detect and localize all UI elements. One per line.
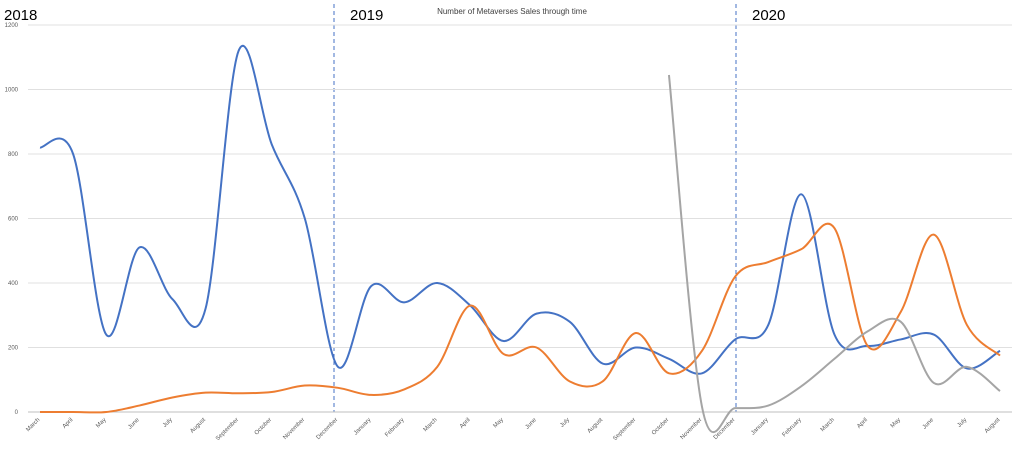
y-tick-label: 1000 [5, 88, 19, 94]
y-tick-label: 1200 [5, 23, 19, 29]
x-tick-label: July [559, 417, 571, 429]
x-tick-label: February [782, 417, 803, 438]
x-tick-label: October [254, 417, 273, 436]
y-tick-label: 800 [8, 152, 19, 158]
x-tick-label: December [316, 417, 340, 441]
x-tick-label: November [282, 417, 306, 441]
x-tick-label: September [612, 417, 637, 442]
x-tick-label: October [651, 417, 670, 436]
y-tick-label: 400 [8, 281, 19, 287]
y-tick-label: 0 [15, 410, 19, 416]
series-line [667, 74, 1001, 434]
series-line [39, 45, 1001, 375]
x-tick-label: March [820, 417, 836, 433]
x-tick-label: July [957, 417, 969, 429]
x-tick-label: January [353, 417, 372, 436]
x-tick-label: August [587, 417, 605, 435]
x-tick-label: August [189, 417, 207, 435]
x-tick-label: June [922, 417, 936, 431]
x-tick-label: August [984, 417, 1002, 435]
x-tick-label: July [162, 417, 174, 429]
x-tick-label: April [62, 417, 75, 430]
x-tick-label: September [215, 417, 240, 442]
x-tick-label: November [680, 417, 704, 441]
x-tick-label: April [459, 417, 472, 430]
year-label: 2019 [350, 7, 383, 24]
x-tick-label: March [25, 417, 41, 433]
x-tick-label: January [750, 417, 769, 436]
x-tick-label: June [127, 417, 141, 431]
x-tick-label: April [856, 417, 869, 430]
year-label: 2018 [4, 7, 37, 24]
series-line [40, 222, 1001, 414]
chart-title: Number of Metaverses Sales through time [437, 7, 587, 16]
x-tick-label: June [525, 417, 539, 431]
y-tick-label: 600 [8, 217, 19, 223]
y-tick-label: 200 [8, 346, 19, 352]
x-tick-label: March [423, 417, 439, 433]
x-tick-label: May [95, 417, 107, 429]
x-tick-label: February [384, 417, 405, 438]
x-tick-label: May [890, 417, 902, 429]
year-label: 2020 [752, 7, 785, 24]
x-tick-label: May [493, 417, 505, 429]
